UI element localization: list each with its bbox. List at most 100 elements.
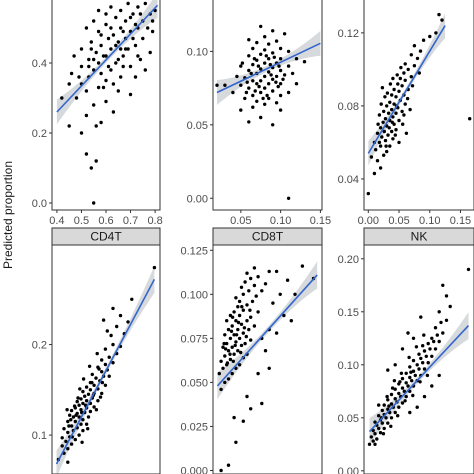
data-point [101, 85, 106, 90]
data-point [375, 437, 379, 441]
data-point [382, 109, 386, 114]
data-point [69, 442, 74, 446]
data-point [415, 405, 419, 409]
data-point [109, 26, 113, 30]
data-point [383, 138, 388, 143]
data-point [386, 111, 391, 115]
data-point [439, 320, 443, 325]
data-point [256, 371, 260, 376]
data-point [104, 12, 108, 16]
data-point [388, 82, 393, 86]
data-point [96, 29, 101, 34]
data-point [441, 331, 445, 335]
x-tick-label: 0.15 [310, 215, 331, 227]
data-point [403, 399, 407, 403]
data-point [259, 79, 263, 83]
data-point [234, 340, 238, 344]
data-point [143, 68, 147, 72]
data-point [448, 304, 452, 309]
data-point [107, 374, 111, 378]
data-point [384, 144, 388, 148]
data-point [243, 341, 247, 346]
facet-grid: 0.0 0.2 0.4 0.4 0.5 0.6 0.7 0.8 0.00 0.05 0.10 0.05… [32, 0, 474, 474]
data-point [413, 373, 417, 378]
data-point [468, 117, 472, 121]
regression-line [368, 325, 470, 433]
data-point [260, 401, 264, 406]
data-point [103, 362, 108, 367]
x-tick-label: 0.05 [388, 215, 409, 227]
data-point [226, 377, 231, 381]
data-point [390, 120, 394, 125]
data-point [77, 75, 81, 79]
data-point [79, 47, 84, 51]
y-tick-label: 0.4 [32, 58, 47, 70]
data-point [389, 392, 394, 397]
data-point [121, 29, 125, 34]
data-point [251, 93, 255, 98]
data-point [80, 440, 84, 444]
data-point [245, 303, 249, 307]
data-point [257, 84, 261, 89]
data-point [390, 386, 395, 390]
data-point [243, 280, 247, 284]
data-point [219, 359, 223, 363]
data-point [251, 105, 255, 109]
data-point [381, 432, 386, 436]
regression-line [367, 25, 446, 154]
data-point [409, 370, 413, 374]
data-point [259, 115, 263, 120]
data-point [136, 54, 140, 58]
data-point [278, 46, 283, 51]
data-point [239, 83, 243, 87]
data-point [249, 71, 253, 76]
data-point [259, 52, 263, 56]
data-point [386, 368, 390, 372]
data-point [276, 84, 280, 89]
data-point [79, 397, 83, 401]
data-point [433, 326, 438, 330]
data-point [219, 387, 223, 392]
data-point [222, 341, 226, 346]
data-point [83, 394, 87, 398]
data-point [76, 396, 80, 400]
data-point [261, 96, 265, 101]
data-point [397, 140, 401, 145]
data-point [111, 82, 116, 86]
data-point [400, 347, 405, 351]
data-point [390, 93, 394, 97]
y-tick-label: 0.2 [32, 340, 47, 352]
data-point [226, 463, 231, 467]
data-point [74, 413, 78, 417]
data-point [244, 90, 249, 95]
data-point [385, 91, 390, 95]
data-point [371, 439, 375, 443]
data-point [237, 336, 242, 341]
data-point [126, 47, 130, 51]
data-point [278, 82, 283, 86]
data-point [111, 361, 115, 365]
data-point [404, 131, 409, 135]
data-point [367, 442, 372, 446]
data-point [271, 51, 275, 55]
data-point [411, 393, 415, 398]
x-tick-label: 0.6 [98, 215, 113, 227]
data-point [380, 135, 384, 139]
confidence-band [56, 265, 155, 474]
data-point [399, 65, 403, 70]
data-point [69, 71, 74, 76]
data-point [84, 89, 89, 93]
data-point [79, 408, 83, 412]
data-point [422, 367, 427, 371]
data-point [219, 468, 223, 473]
data-point [418, 49, 423, 53]
data-point [111, 110, 116, 114]
data-point [116, 40, 121, 44]
data-point [96, 8, 101, 13]
data-point [271, 89, 275, 93]
data-point [412, 44, 417, 48]
data-point [150, 29, 155, 34]
data-point [271, 77, 275, 82]
y-tick-label: 0.08 [338, 101, 359, 113]
data-point [255, 40, 259, 45]
